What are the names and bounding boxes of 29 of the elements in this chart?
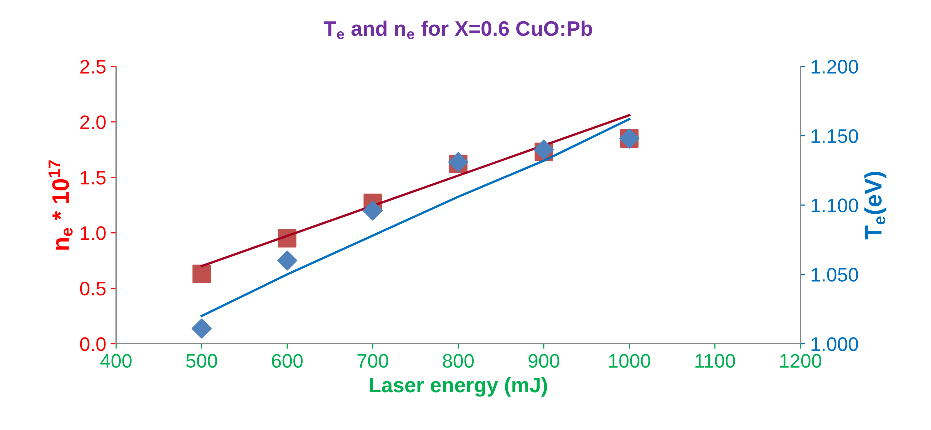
y-tick-label: 2.5 [80,60,106,74]
y-axis-title: n$_{e}$ * 10$^{17}$ [48,160,73,250]
y-tick-label: 1.5 [81,171,106,185]
point [362,200,383,221]
x-tick-label: 500 [186,354,218,368]
y2-tick-label: 1.200 [812,60,858,74]
x-tick-label: 900 [528,354,560,368]
point [192,318,212,339]
y2-tick-label: 1.050 [812,268,858,282]
y-tick-label: 1.0 [81,226,106,240]
point [192,264,212,284]
x-tick-label: 700 [358,354,388,368]
y2-axis-title: T$_{e}$(eV) [864,172,887,240]
x-axis-title: Laser energy (mJ) [370,377,548,397]
x-tick-label: 1100 [696,354,736,368]
x-tick-label: 1000 [609,354,650,368]
y-tick-label: 0.5 [80,282,106,296]
y-tick-label: 0.0 [80,337,106,352]
y2-tick-label: 1.150 [812,129,858,144]
y2-tick-label: 1.100 [812,198,858,213]
x-tick-label: 1200 [780,354,822,368]
chart-title: T$_{e}$ and n$_{e}$ for X=0.6 CuO:Pb [324,20,592,40]
line-series [200,118,631,318]
point [277,250,298,271]
y-tick-label: 2.0 [80,116,106,130]
y2-tick-label: 1.000 [812,337,858,352]
x-tick-label: 800 [443,354,474,368]
x-tick-label: 400 [100,354,132,368]
x-tick-label: 600 [272,354,303,368]
